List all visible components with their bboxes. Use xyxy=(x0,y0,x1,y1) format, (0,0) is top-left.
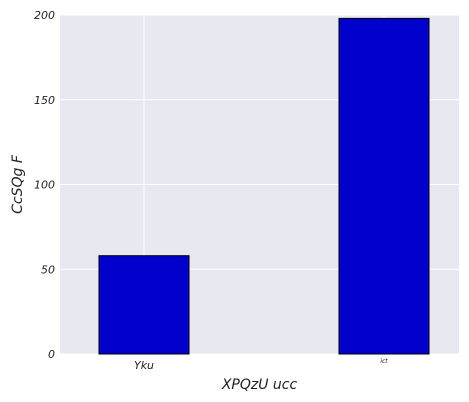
bars xyxy=(98,17,430,355)
y-tick-label: 0 xyxy=(48,348,55,361)
y-tick-label: 50 xyxy=(41,263,55,276)
bar-ict xyxy=(338,17,430,355)
y-tick-label: 150 xyxy=(34,94,55,107)
bar-yku xyxy=(98,255,190,355)
y-tick-label: 200 xyxy=(34,9,55,22)
y-axis-label: CcSQg F xyxy=(10,154,26,214)
x-axis-ticks: Yku ict xyxy=(134,358,388,372)
x-tick-label-ict: ict xyxy=(380,358,388,365)
y-tick-label: 100 xyxy=(34,179,55,192)
y-axis-ticks: 0 50 100 150 200 xyxy=(34,9,55,361)
x-axis-label: XPQzU ucc xyxy=(221,377,298,393)
x-tick-label-yku: Yku xyxy=(134,359,154,372)
